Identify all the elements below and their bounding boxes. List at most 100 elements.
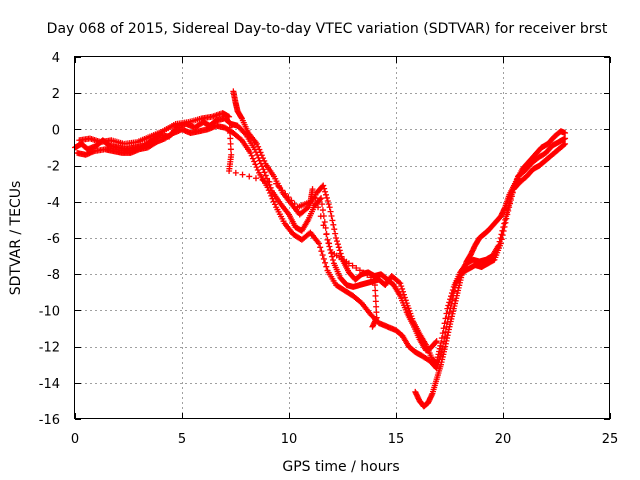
data-point [227,135,234,142]
data-point [446,309,453,316]
data-point [329,217,336,224]
data-point [318,195,325,202]
data-point [399,285,406,292]
data-point [320,222,327,229]
data-point [226,113,233,120]
data-point [226,124,233,131]
data-point [400,288,407,295]
data-point [320,255,327,262]
data-point [373,309,380,316]
data-point [397,280,404,287]
x-tick-labels: 0 5 10 15 20 25 [71,432,618,447]
y-tick-label: 4 [52,51,60,66]
data-point [249,155,256,162]
data-point [504,211,511,218]
data-point [396,279,403,286]
data-point [441,320,448,327]
data-point [324,236,331,243]
data-point [372,298,379,305]
data-point [498,236,505,243]
data-point [247,149,254,156]
data-point [226,119,233,126]
series-trace-e [76,110,380,330]
data-point [324,198,331,205]
data-point [256,146,263,153]
grid-lines [75,57,610,419]
data-point [322,259,329,266]
data-point [371,276,378,283]
series-trace-d [412,128,569,410]
data-point [331,226,338,233]
data-point [259,163,266,170]
data-point [270,198,277,205]
data-point [499,232,506,239]
data-point [500,228,507,235]
data-point [226,130,233,137]
x-tick-label: 10 [281,432,298,447]
data-point [335,244,342,251]
data-point [501,223,508,230]
data-point [322,191,329,198]
data-point [323,263,330,270]
data-point [262,172,269,179]
data-point [255,143,262,150]
data-point [321,218,328,225]
data-point [318,248,325,255]
series-trace-a [72,115,569,366]
data-point [254,166,261,173]
data-point [433,338,440,345]
x-tick-label: 25 [602,432,619,447]
data-point [253,140,260,147]
y-tick-label: -8 [47,268,60,283]
data-point [360,269,367,276]
data-point [334,241,341,248]
data-point [232,169,239,176]
x-axis-title: GPS time / hours [282,459,399,475]
data-point [349,262,356,269]
y-tick-label: -14 [39,377,60,392]
data-point [372,287,379,294]
data-point [279,187,286,194]
data-point [265,187,272,194]
y-tick-label: 2 [52,87,60,102]
data-point [317,213,324,220]
data-point [322,188,329,195]
data-point [330,221,337,228]
data-point [251,158,258,165]
data-point [285,194,292,201]
y-tick-label: -4 [47,196,60,211]
data-point [276,184,283,191]
data-point [315,240,322,247]
data-point [312,195,319,202]
data-point [323,231,330,238]
data-point [248,152,255,159]
data-point [226,168,233,175]
y-tick-label: -12 [39,341,60,356]
x-tick-label: 0 [71,432,79,447]
y-tick-label: -6 [47,232,60,247]
chart-title: Day 068 of 2015, Sidereal Day-to-day VTE… [47,21,608,37]
y-tick-label: -16 [39,413,60,428]
data-point [562,135,569,142]
data-point [239,171,246,178]
data-point [336,247,343,254]
data-point [367,274,374,281]
data-point [259,177,266,184]
data-point [317,244,324,251]
data-point [253,164,260,171]
data-point [442,315,449,322]
data-point [332,230,339,237]
data-point [562,130,569,137]
data-point [271,201,278,208]
y-tick-label: -2 [47,160,60,175]
data-point [371,282,378,289]
series-trace-c [230,88,440,354]
data-point [330,256,337,263]
data-point [497,240,504,247]
data-point [333,235,340,241]
data-point [261,169,268,176]
data-point [227,146,234,153]
data-point [264,184,271,191]
data-point [451,288,458,295]
